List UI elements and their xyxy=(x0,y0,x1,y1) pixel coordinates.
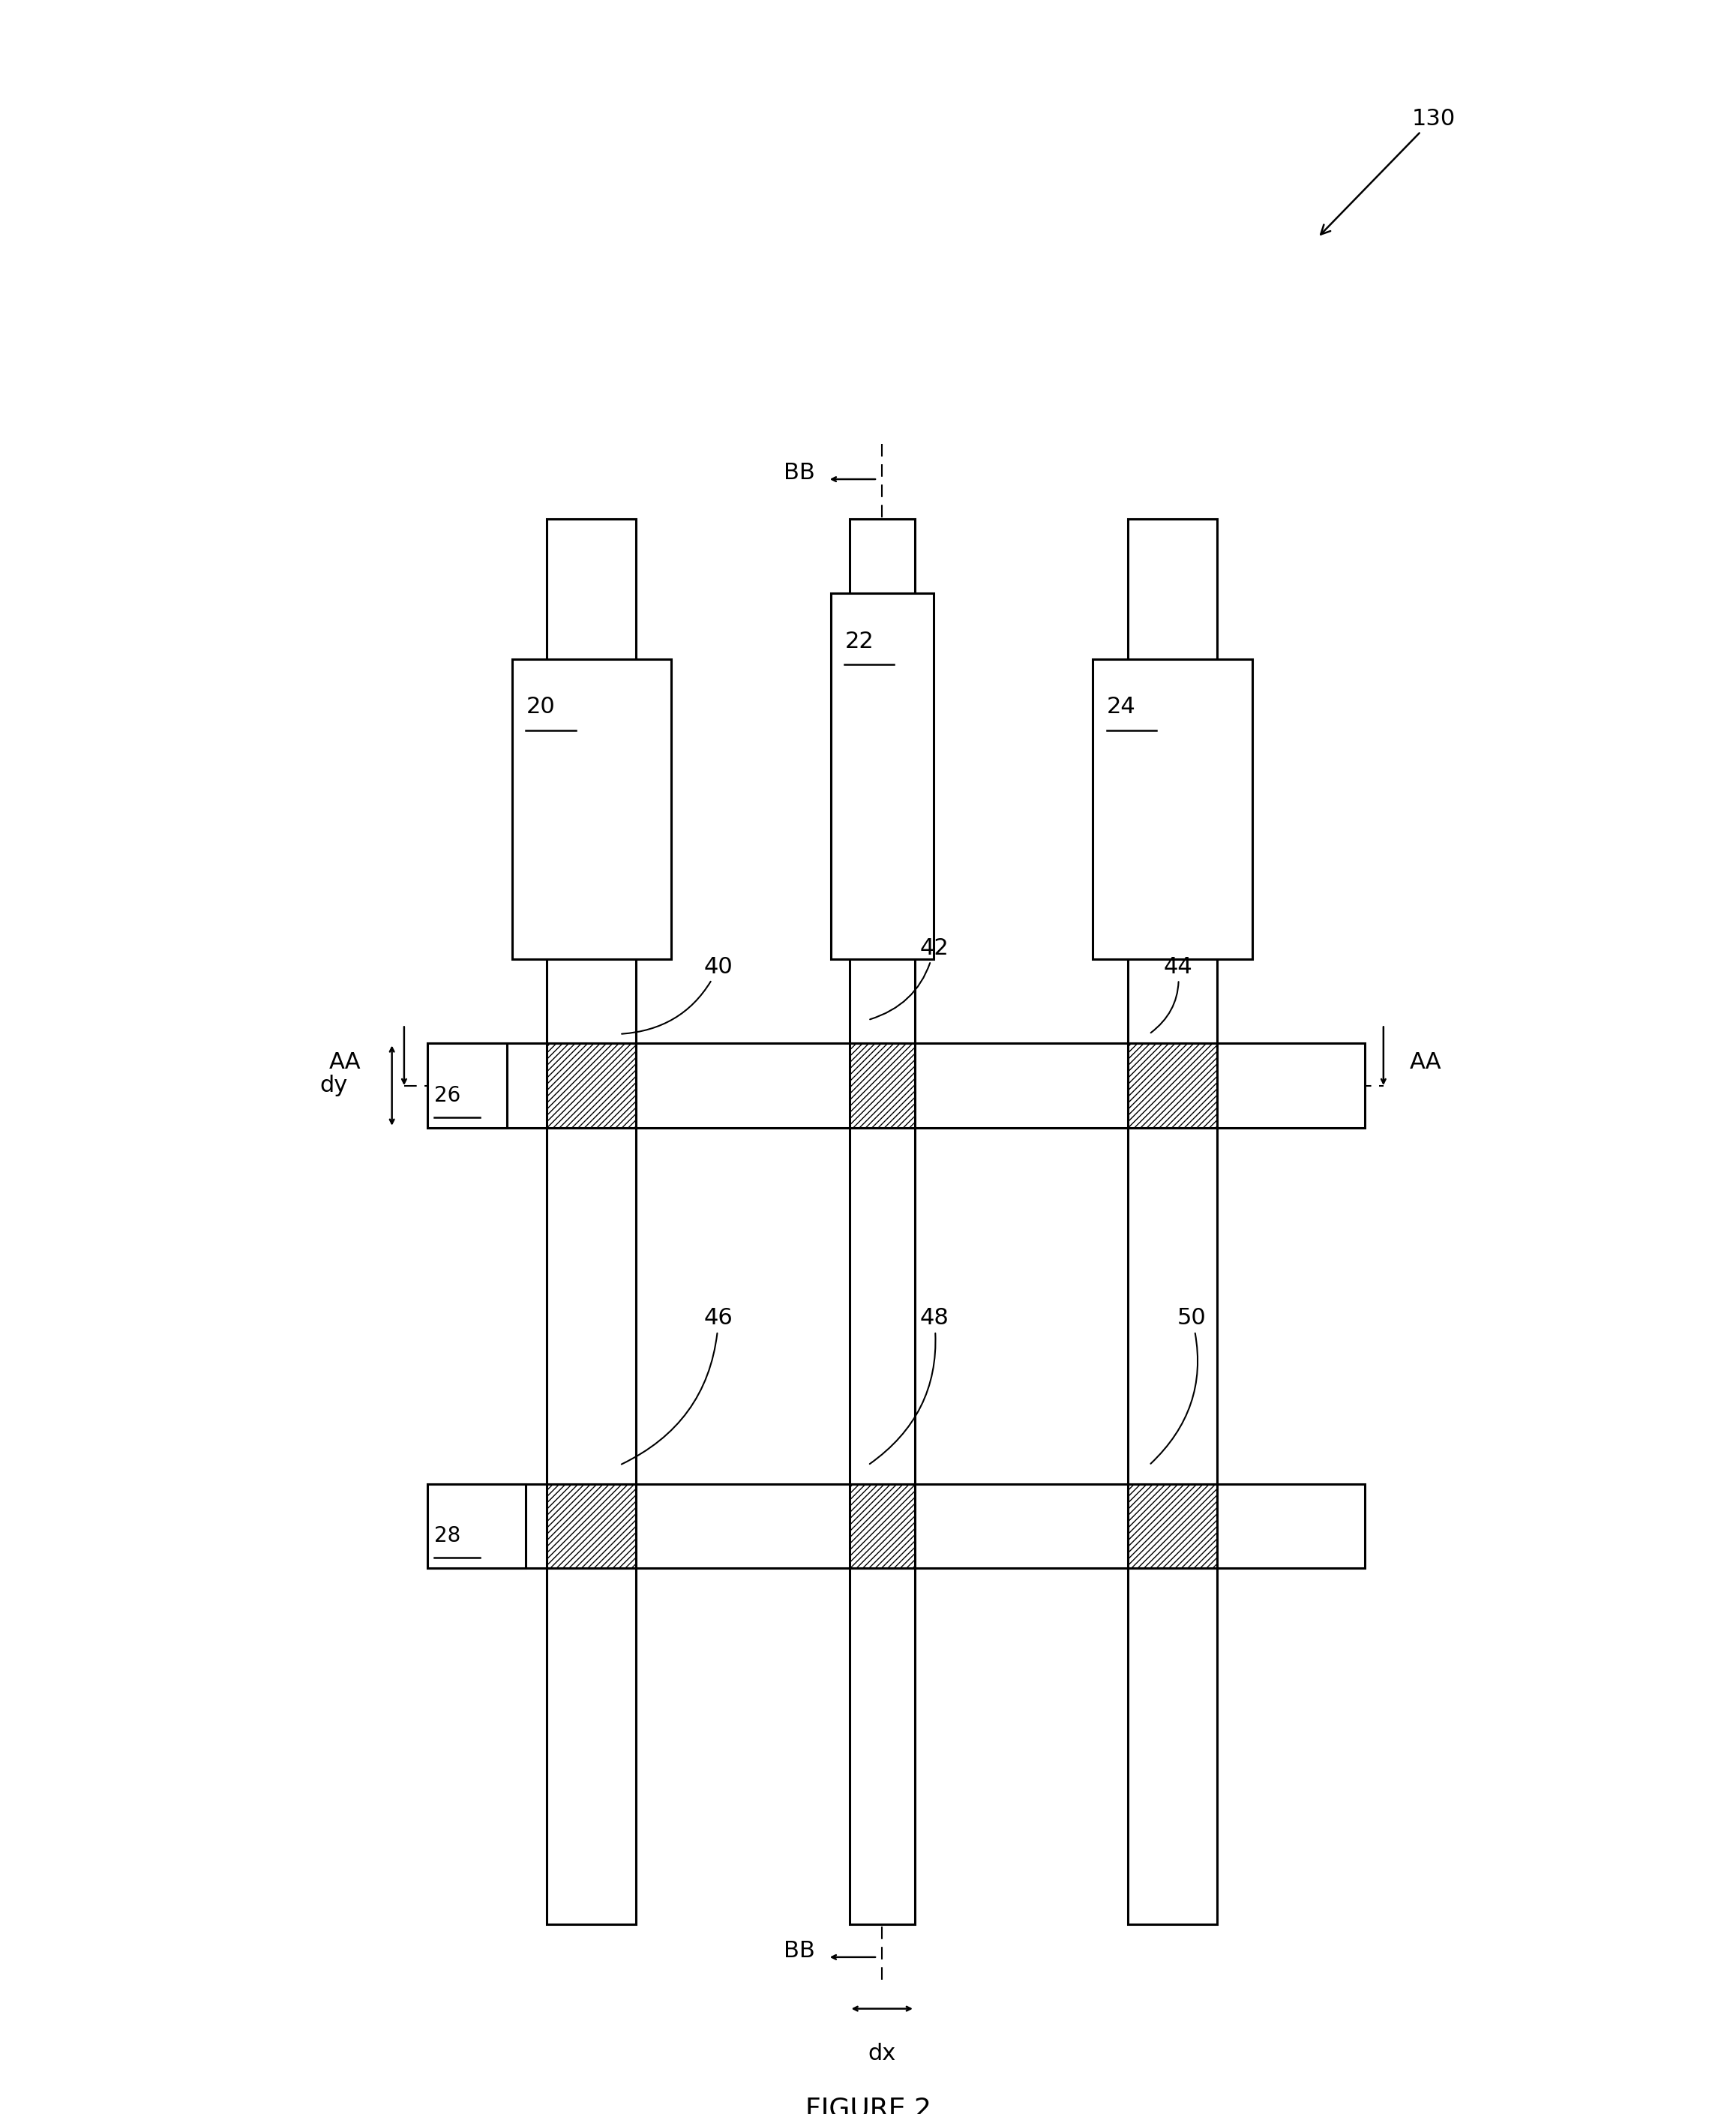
Bar xyxy=(427,1484,1364,1569)
Text: 24: 24 xyxy=(1108,696,1135,719)
Bar xyxy=(547,1484,635,1569)
Text: 22: 22 xyxy=(845,630,873,653)
Bar xyxy=(427,1044,1364,1127)
Text: AA: AA xyxy=(1410,1051,1441,1074)
Bar xyxy=(427,1484,526,1569)
Bar xyxy=(830,594,934,960)
Text: dy: dy xyxy=(319,1074,347,1097)
Text: 20: 20 xyxy=(526,696,556,719)
Bar xyxy=(1128,1044,1217,1127)
Text: 40: 40 xyxy=(621,956,733,1034)
Bar xyxy=(427,1044,507,1127)
Bar xyxy=(849,1484,915,1569)
Bar xyxy=(547,1044,635,1127)
Text: 46: 46 xyxy=(621,1306,733,1465)
Bar xyxy=(1128,518,1217,1924)
Text: 42: 42 xyxy=(870,937,948,1019)
Bar xyxy=(512,660,672,960)
Text: BB: BB xyxy=(785,1941,816,1962)
Bar xyxy=(849,1044,915,1127)
Text: 26: 26 xyxy=(434,1084,460,1106)
Text: 44: 44 xyxy=(1151,956,1193,1034)
Text: 28: 28 xyxy=(434,1526,460,1547)
Bar xyxy=(547,518,635,1924)
Bar xyxy=(1094,660,1252,960)
Text: 48: 48 xyxy=(870,1306,948,1463)
Text: BB: BB xyxy=(785,463,816,484)
Text: 130: 130 xyxy=(1321,108,1455,235)
Text: FIGURE 2: FIGURE 2 xyxy=(806,2097,930,2114)
Bar xyxy=(1128,1484,1217,1569)
Bar xyxy=(849,518,915,1924)
Text: dx: dx xyxy=(868,2042,896,2065)
Text: AA: AA xyxy=(330,1051,361,1074)
Text: 50: 50 xyxy=(1151,1306,1207,1463)
